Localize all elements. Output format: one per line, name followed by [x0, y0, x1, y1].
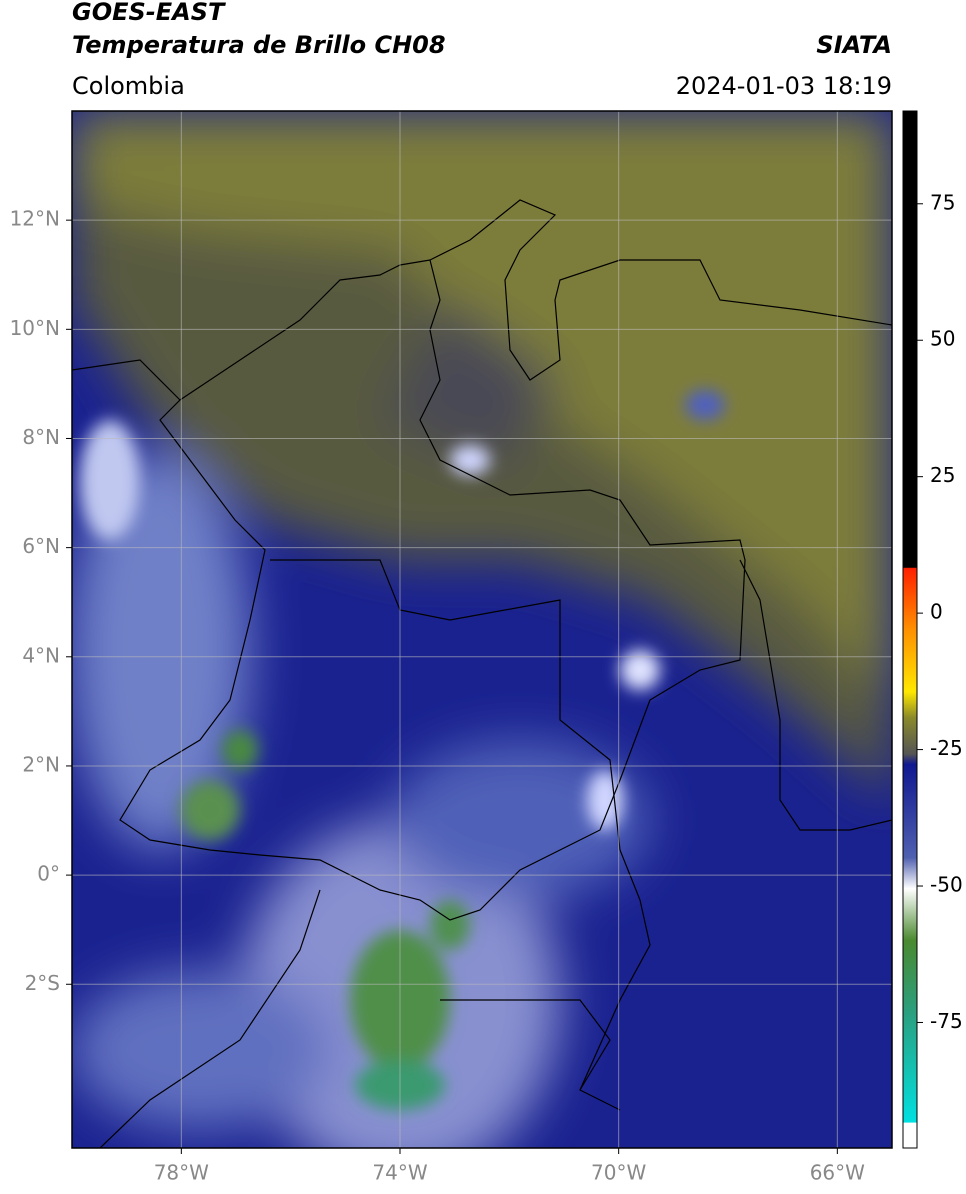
y-tick-label: 2°N	[22, 752, 60, 776]
map-frame	[71, 110, 893, 1149]
x-tick-label: 66°W	[810, 1161, 865, 1185]
y-tick-label: 0°	[37, 862, 60, 886]
y-tick-label: 12°N	[10, 207, 60, 231]
y-tick-label: 10°N	[10, 316, 60, 340]
subtitle: Temperatura de Brillo CH08	[72, 31, 446, 59]
colorbar-tick-label: 0	[930, 600, 943, 624]
colorbar	[902, 110, 918, 1149]
colorbar-tick-label: 25	[930, 463, 955, 487]
y-tick-label: 2°S	[25, 971, 60, 995]
colorbar-tick-label: -25	[930, 736, 963, 760]
satellite-image	[72, 111, 892, 1148]
x-tick-label: 70°W	[591, 1161, 646, 1185]
datetime: 2024-01-03 18:19	[676, 72, 892, 100]
x-tick-label: 74°W	[372, 1161, 427, 1185]
y-tick-label: 6°N	[22, 534, 60, 558]
region: Colombia	[72, 72, 185, 100]
source: SIATA	[816, 31, 892, 59]
colorbar-tick-label: -50	[930, 873, 963, 897]
colorbar-tick-label: 50	[930, 327, 955, 351]
y-tick-label: 4°N	[22, 643, 60, 667]
title: GOES-EAST	[72, 0, 226, 26]
colorbar-tick-label: 75	[930, 190, 955, 214]
y-tick-label: 8°N	[22, 425, 60, 449]
x-tick-label: 78°W	[154, 1161, 209, 1185]
colorbar-tick-label: -75	[930, 1009, 963, 1033]
